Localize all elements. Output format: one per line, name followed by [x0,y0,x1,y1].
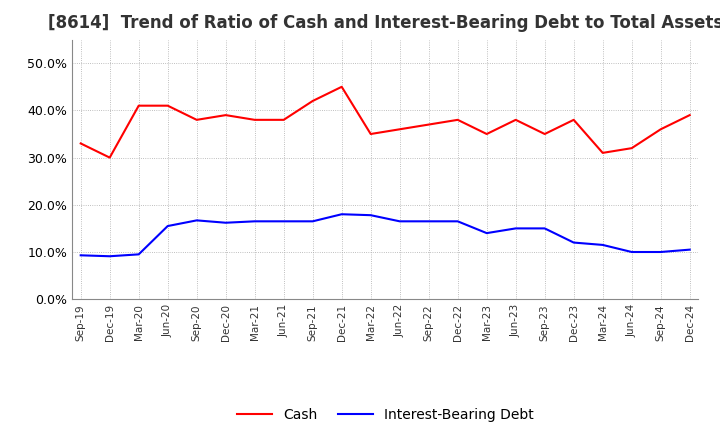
Cash [511,117,520,122]
Interest-Bearing Debt [482,231,491,236]
Interest-Bearing Debt [657,249,665,255]
Interest-Bearing Debt [424,219,433,224]
Interest-Bearing Debt [454,219,462,224]
Interest-Bearing Debt [76,253,85,258]
Cash [338,84,346,89]
Cash [221,113,230,118]
Interest-Bearing Debt [221,220,230,225]
Cash [570,117,578,122]
Interest-Bearing Debt [598,242,607,248]
Interest-Bearing Debt [511,226,520,231]
Cash [627,146,636,151]
Interest-Bearing Debt [308,219,317,224]
Cash [454,117,462,122]
Cash [163,103,172,108]
Interest-Bearing Debt [395,219,404,224]
Cash [308,98,317,103]
Cash [685,113,694,118]
Cash [366,132,375,137]
Interest-Bearing Debt [105,253,114,259]
Cash [76,141,85,146]
Cash [482,132,491,137]
Interest-Bearing Debt [163,224,172,229]
Interest-Bearing Debt [685,247,694,252]
Cash [135,103,143,108]
Line: Cash: Cash [81,87,690,158]
Cash [395,127,404,132]
Title: [8614]  Trend of Ratio of Cash and Interest-Bearing Debt to Total Assets: [8614] Trend of Ratio of Cash and Intere… [48,15,720,33]
Cash [657,127,665,132]
Cash [192,117,201,122]
Cash [105,155,114,160]
Cash [279,117,288,122]
Interest-Bearing Debt [570,240,578,245]
Interest-Bearing Debt [135,252,143,257]
Interest-Bearing Debt [251,219,259,224]
Interest-Bearing Debt [366,213,375,218]
Cash [598,150,607,155]
Interest-Bearing Debt [279,219,288,224]
Cash [541,132,549,137]
Interest-Bearing Debt [541,226,549,231]
Cash [251,117,259,122]
Interest-Bearing Debt [627,249,636,255]
Line: Interest-Bearing Debt: Interest-Bearing Debt [81,214,690,256]
Interest-Bearing Debt [338,212,346,217]
Cash [424,122,433,127]
Legend: Cash, Interest-Bearing Debt: Cash, Interest-Bearing Debt [231,402,539,427]
Interest-Bearing Debt [192,218,201,223]
